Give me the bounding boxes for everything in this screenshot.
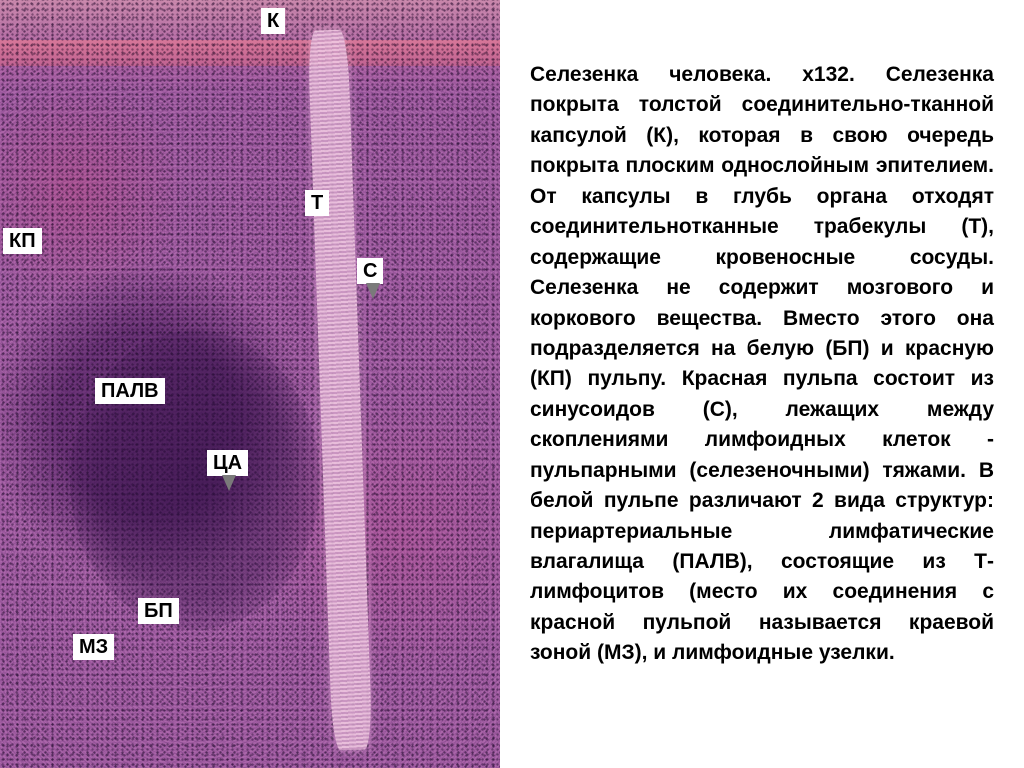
label-palv: ПАЛВ [95, 378, 165, 404]
label-bp: БП [138, 598, 179, 624]
label-kp: КП [3, 228, 42, 254]
label-t: Т [305, 190, 329, 216]
arrow-ca-icon [222, 475, 236, 491]
white-pulp-zone [70, 330, 320, 630]
label-ca: ЦА [207, 450, 248, 476]
label-k: К [261, 8, 285, 34]
description-text: Селезенка человека. х132. Селезенка покр… [500, 0, 1024, 768]
label-mz: МЗ [73, 634, 114, 660]
histology-figure: К Т КП С ПАЛВ ЦА БП МЗ [0, 0, 500, 768]
arrow-s-icon [366, 283, 380, 299]
label-s: С [357, 258, 383, 284]
